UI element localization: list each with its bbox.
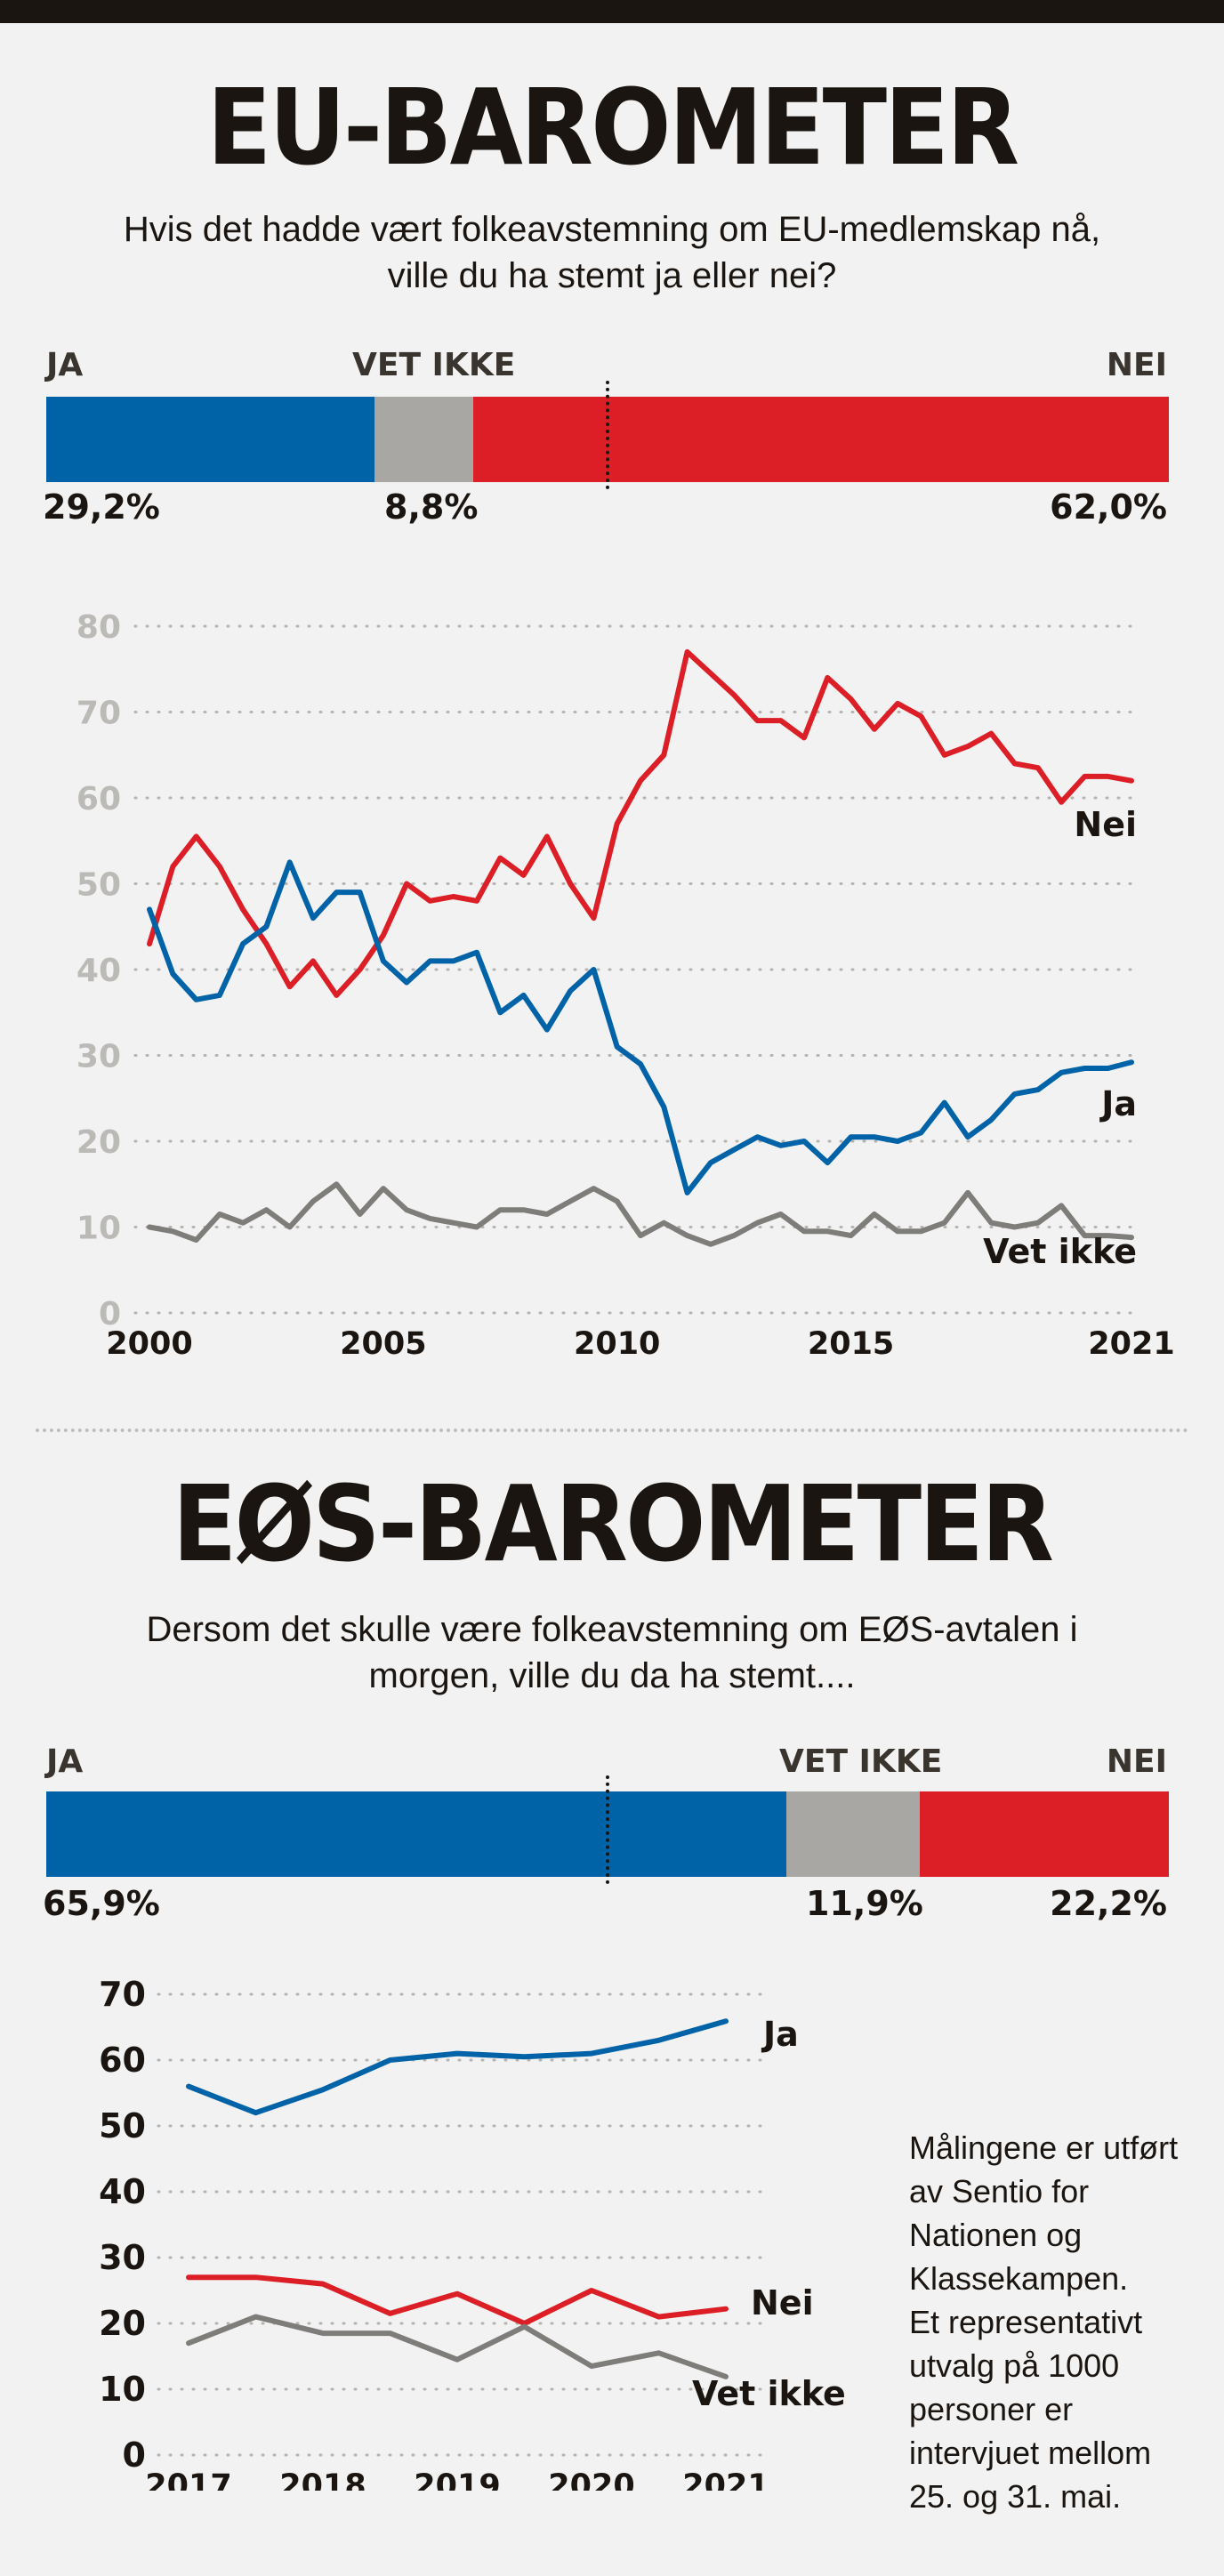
eu-stacked-bar: [46, 397, 1169, 482]
eos-ja-percent: 65,9%: [43, 1884, 160, 1923]
note-line: Målingene er utført: [909, 2129, 1179, 2166]
y-tick-label: 20: [76, 1124, 121, 1161]
note-line: intervjuet mellom: [909, 2435, 1152, 2471]
series-line-vet-ikke: [186, 2314, 729, 2379]
eos-question: Dersom det skulle være folkeavstemning o…: [53, 1606, 1171, 1699]
series-label-ja: Ja: [1099, 1084, 1137, 1123]
eu-question: Hvis det hadde vært folkeavstemning om E…: [53, 206, 1171, 299]
eos-question-line-2: morgen, ville du da ha stemt....: [368, 1656, 856, 1695]
y-tick-label: 50: [99, 2106, 146, 2145]
eos-ja-label: JA: [46, 1743, 84, 1780]
eu-nei-percent: 62,0%: [1050, 487, 1167, 527]
eos-nei-label: NEI: [1106, 1743, 1167, 1780]
series-label-vet-ikke: Vet ikke: [983, 1232, 1137, 1271]
y-tick-label: 60: [99, 2041, 146, 2080]
eu-ja-label: JA: [46, 347, 84, 383]
y-tick-label: 80: [76, 609, 121, 646]
eu-ja-segment: [46, 397, 374, 482]
y-tick-label: 20: [99, 2304, 146, 2343]
eos-nei-segment: [919, 1791, 1169, 1877]
x-tick-label: 2010: [574, 1326, 660, 1362]
series-line-nei: [147, 648, 1134, 998]
y-tick-label: 70: [76, 696, 121, 732]
eos-vet-ikke-percent: 11,9%: [806, 1884, 923, 1923]
x-tick-label: 2005: [340, 1326, 426, 1362]
eos-midpoint-line: [606, 1775, 609, 1884]
eu-question-line-2: ville du ha stemt ja eller nei?: [387, 256, 837, 295]
y-tick-label: 0: [99, 1296, 121, 1332]
series-line-nei: [186, 2274, 729, 2326]
x-tick-label: 2018: [279, 2468, 366, 2491]
series-line-ja: [147, 859, 1134, 1195]
note-line: personer er: [909, 2391, 1074, 2427]
series-line-ja: [186, 2018, 729, 2116]
eu-line-chart: 0 10 20 30 40 50 60 70 80 2000 2005 2010 2015 2021 Nei…: [76, 609, 1175, 1362]
y-tick-label: 10: [76, 1211, 121, 1247]
y-tick-label: 10: [99, 2370, 146, 2409]
series-line-vet-ikke: [147, 1181, 1134, 1247]
top-bar: [0, 0, 1224, 23]
note-line: 25. og 31. mai.: [909, 2478, 1122, 2515]
eos-line-chart: 0 10 20 30 40 50 60 70 2017 2018 2019 2020 2021 Ja Nei…: [99, 1975, 846, 2491]
y-tick-label: 30: [99, 2238, 146, 2277]
y-tick-label: 30: [76, 1039, 121, 1075]
eu-nei-label: NEI: [1106, 347, 1167, 383]
eu-nei-segment: [472, 397, 1169, 482]
eos-vet-ikke-label: VET IKKE: [779, 1743, 943, 1780]
eu-vet-ikke-segment: [374, 397, 473, 482]
note-line: Et representativt: [909, 2304, 1143, 2340]
section-divider: [36, 1429, 1188, 1432]
y-tick-label: 50: [76, 867, 121, 904]
x-tick-label: 2015: [808, 1326, 894, 1362]
y-tick-label: 70: [99, 1975, 146, 2014]
series-label-vet-ikke: Vet ikke: [692, 2374, 846, 2413]
x-tick-label: 2021: [682, 2468, 769, 2491]
y-tick-label: 40: [99, 2172, 146, 2211]
eos-nei-percent: 22,2%: [1050, 1884, 1167, 1923]
x-tick-label: 2000: [106, 1326, 192, 1362]
x-tick-label: 2020: [548, 2468, 634, 2491]
note-line: Klassekampen.: [909, 2260, 1129, 2297]
y-tick-label: 0: [123, 2435, 146, 2475]
eu-title: EU-BAROMETER: [206, 66, 1019, 189]
series-label-ja: Ja: [761, 2015, 799, 2054]
eu-vet-ikke-percent: 8,8%: [384, 487, 479, 527]
note-line: Nationen og: [909, 2217, 1083, 2253]
eos-ja-segment: [46, 1791, 786, 1877]
y-tick-label: 40: [76, 953, 121, 989]
methodology-note: Målingene er utført av Sentio for Nation…: [909, 2126, 1212, 2518]
eos-vet-ikke-segment: [785, 1791, 920, 1877]
x-tick-label: 2019: [414, 2468, 500, 2491]
eos-question-line-1: Dersom det skulle være folkeavstemning o…: [146, 1610, 1078, 1649]
eos-title: EØS-BAROMETER: [172, 1462, 1054, 1585]
series-label-nei: Nei: [1074, 805, 1137, 844]
note-line: utvalg på 1000: [909, 2347, 1120, 2384]
x-tick-label: 2017: [145, 2468, 231, 2491]
eos-stacked-bar: [46, 1791, 1169, 1877]
note-line: av Sentio for: [909, 2173, 1090, 2210]
eu-vet-ikke-label: VET IKKE: [352, 347, 516, 383]
series-label-nei: Nei: [751, 2283, 814, 2322]
x-tick-label: 2021: [1088, 1326, 1174, 1362]
eu-midpoint-line: [606, 381, 609, 489]
y-tick-label: 60: [76, 781, 121, 817]
eu-ja-percent: 29,2%: [43, 487, 160, 527]
eu-question-line-1: Hvis det hadde vært folkeavstemning om E…: [123, 210, 1101, 249]
